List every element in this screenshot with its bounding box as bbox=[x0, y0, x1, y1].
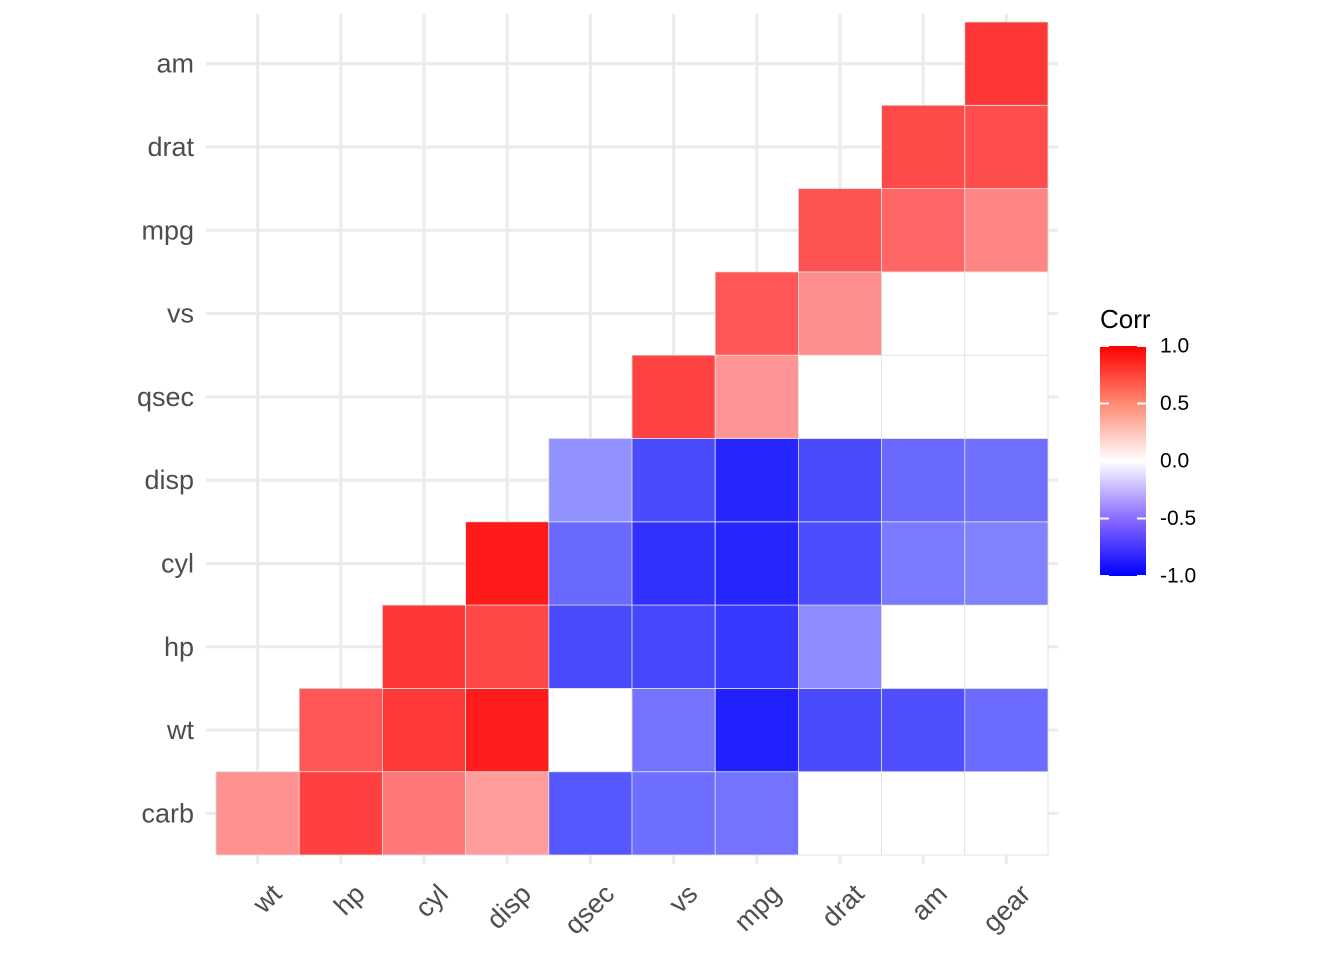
y-tick-label-drat: drat bbox=[147, 132, 194, 162]
y-tick-label-carb: carb bbox=[141, 798, 194, 828]
cell-wt-vs bbox=[631, 688, 716, 773]
x-tick-label-disp: disp bbox=[481, 879, 537, 935]
cell-disp-mpg bbox=[714, 438, 799, 523]
cell-carb-qsec bbox=[548, 771, 633, 856]
y-tick-label-am: am bbox=[156, 49, 194, 79]
cell-carb-disp bbox=[465, 771, 550, 856]
cell-mpg-am bbox=[881, 188, 966, 273]
x-tick-label-gear: gear bbox=[977, 879, 1036, 938]
cell-disp-drat bbox=[798, 438, 883, 523]
y-tick-label-mpg: mpg bbox=[141, 215, 194, 245]
cell-carb-mpg bbox=[714, 771, 799, 856]
cell-drat-gear bbox=[964, 104, 1049, 190]
cell-carb-gear bbox=[964, 771, 1049, 856]
cell-mpg-gear bbox=[964, 188, 1049, 273]
cell-cyl-disp bbox=[465, 521, 550, 606]
y-axis-tick-labels: carb wt hp cyl disp qsec vs mpg drat am bbox=[137, 49, 195, 829]
y-tick-label-vs: vs bbox=[167, 299, 194, 329]
cell-wt-cyl bbox=[381, 688, 466, 773]
cell-qsec-gear bbox=[964, 354, 1049, 439]
cell-qsec-drat bbox=[798, 354, 883, 439]
legend-tick-label: 0.5 bbox=[1160, 392, 1189, 415]
x-axis-tick-labels: wt hp cyl disp qsec vs mpg drat am gear bbox=[246, 878, 1036, 940]
cell-am-gear bbox=[964, 21, 1049, 106]
cell-qsec-vs bbox=[631, 354, 716, 439]
cell-mpg-drat bbox=[798, 188, 883, 273]
y-tick-label-qsec: qsec bbox=[137, 382, 194, 412]
cell-carb-drat bbox=[798, 771, 883, 856]
cell-qsec-mpg bbox=[714, 354, 799, 439]
cell-disp-qsec bbox=[548, 438, 633, 523]
cell-wt-disp bbox=[465, 688, 550, 773]
cell-hp-disp bbox=[465, 604, 550, 689]
cell-wt-gear bbox=[964, 688, 1049, 773]
cell-hp-vs bbox=[631, 604, 716, 689]
cell-hp-cyl bbox=[381, 604, 466, 689]
y-tick-label-cyl: cyl bbox=[161, 548, 194, 578]
legend-tick-label: -1.0 bbox=[1160, 565, 1196, 588]
cell-disp-am bbox=[881, 438, 966, 523]
cell-disp-vs bbox=[631, 438, 716, 523]
x-tick-label-hp: hp bbox=[328, 879, 370, 921]
cell-vs-am bbox=[881, 271, 966, 356]
cell-vs-gear bbox=[964, 271, 1049, 356]
cell-vs-drat bbox=[798, 271, 883, 356]
cell-hp-am bbox=[881, 604, 966, 689]
heatmap-cells bbox=[215, 21, 1049, 856]
legend-tick-label: 1.0 bbox=[1160, 335, 1189, 358]
cell-hp-gear bbox=[964, 604, 1049, 689]
cell-vs-mpg bbox=[714, 271, 799, 356]
cell-disp-gear bbox=[964, 438, 1049, 523]
cell-cyl-am bbox=[881, 521, 966, 606]
y-tick-label-hp: hp bbox=[164, 632, 194, 662]
color-legend: Corr 1.0 0.5 0.0 -0.5 -1.0 bbox=[1100, 304, 1196, 588]
cell-cyl-qsec bbox=[548, 521, 633, 606]
cell-carb-am bbox=[881, 771, 966, 856]
cell-carb-hp bbox=[298, 771, 383, 856]
y-tick-label-wt: wt bbox=[166, 715, 194, 745]
cell-hp-mpg bbox=[714, 604, 799, 689]
x-tick-label-qsec: qsec bbox=[559, 879, 621, 941]
cell-cyl-vs bbox=[631, 521, 716, 606]
legend-tick-label: -0.5 bbox=[1160, 507, 1196, 530]
cell-wt-hp bbox=[298, 688, 383, 773]
legend-title: Corr bbox=[1100, 304, 1151, 334]
cell-hp-qsec bbox=[548, 604, 633, 689]
cell-carb-wt bbox=[215, 771, 300, 856]
cell-cyl-mpg bbox=[714, 521, 799, 606]
x-tick-label-vs: vs bbox=[663, 879, 703, 919]
cell-qsec-am bbox=[881, 354, 966, 439]
x-tick-label-cyl: cyl bbox=[409, 879, 454, 924]
legend-tick-label: 0.0 bbox=[1160, 450, 1189, 473]
cell-cyl-gear bbox=[964, 521, 1049, 606]
y-tick-label-disp: disp bbox=[144, 465, 194, 495]
cell-wt-am bbox=[881, 688, 966, 773]
x-tick-label-drat: drat bbox=[816, 878, 870, 932]
cell-drat-am bbox=[881, 104, 966, 190]
cell-carb-vs bbox=[631, 771, 716, 856]
legend-ticks: 1.0 0.5 0.0 -0.5 -1.0 bbox=[1100, 335, 1196, 588]
cell-wt-drat bbox=[798, 688, 883, 773]
cell-wt-qsec bbox=[548, 688, 633, 773]
cell-carb-cyl bbox=[381, 771, 466, 856]
x-tick-label-mpg: mpg bbox=[728, 879, 786, 937]
cell-hp-drat bbox=[798, 604, 883, 689]
cell-wt-mpg bbox=[714, 688, 799, 773]
x-tick-label-am: am bbox=[905, 879, 953, 927]
x-tick-label-wt: wt bbox=[246, 878, 287, 919]
cell-cyl-drat bbox=[798, 521, 883, 606]
